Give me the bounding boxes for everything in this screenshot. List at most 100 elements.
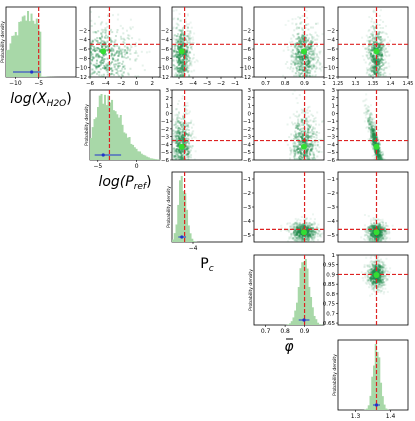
tick-label: −4 <box>189 245 198 252</box>
density-sample <box>175 137 178 140</box>
density-sample <box>314 157 317 160</box>
density-sample <box>378 233 381 236</box>
density-sample <box>370 52 373 55</box>
panel-frame <box>253 6 325 78</box>
density-sample <box>294 231 297 234</box>
density-sample <box>300 42 303 45</box>
density-sample <box>366 120 369 123</box>
density-sample <box>372 228 375 231</box>
density-sample <box>179 55 182 58</box>
density-sample <box>291 52 294 55</box>
density-sample <box>377 238 380 241</box>
density-sample <box>301 226 304 229</box>
density-sample <box>366 236 369 239</box>
density-sample <box>375 136 378 139</box>
density-sample <box>112 48 115 51</box>
density-sample <box>180 40 183 43</box>
density-sample <box>173 138 176 141</box>
density-sample <box>184 69 187 72</box>
density-sample <box>186 102 189 105</box>
density-sample <box>141 64 144 67</box>
density-sample <box>95 54 98 57</box>
density-sample <box>371 232 374 235</box>
density-sample <box>300 140 303 143</box>
density-sample <box>301 62 304 65</box>
density-sample <box>381 153 384 156</box>
density-sample <box>306 229 309 232</box>
density-sample <box>189 38 192 41</box>
density-sample <box>174 123 177 126</box>
density-sample <box>371 129 374 132</box>
density-sample <box>305 151 308 154</box>
density-sample <box>99 37 102 40</box>
density-sample <box>174 142 177 145</box>
density-sample <box>365 93 368 96</box>
density-sample <box>299 228 302 231</box>
density-sample <box>373 44 376 47</box>
density-sample <box>287 19 290 22</box>
density-sample <box>119 50 122 53</box>
density-sample <box>185 164 187 166</box>
density-sample <box>372 69 375 72</box>
density-sample <box>306 71 309 74</box>
density-sample <box>178 162 180 164</box>
density-sample <box>176 74 179 77</box>
density-sample <box>306 227 309 230</box>
density-sample <box>373 67 376 70</box>
density-sample <box>185 148 188 151</box>
density-sample <box>368 127 371 130</box>
density-sample <box>300 55 303 58</box>
density-sample <box>176 125 179 128</box>
density-sample <box>376 150 379 153</box>
density-sample <box>305 143 308 146</box>
density-sample <box>180 46 183 49</box>
density-sample <box>187 46 190 49</box>
density-sample <box>175 35 178 38</box>
density-sample <box>372 240 375 242</box>
density-sample <box>308 33 311 36</box>
density-sample <box>173 49 176 52</box>
density-sample <box>302 38 305 41</box>
density-sample <box>305 53 308 56</box>
density-sample <box>368 67 371 70</box>
density-sample <box>296 231 299 234</box>
density-sample <box>117 73 120 76</box>
density-sample <box>173 55 176 58</box>
density-sample <box>182 36 185 39</box>
density-sample <box>377 225 380 228</box>
density-sample <box>181 63 184 66</box>
hist-bar <box>39 31 42 77</box>
density-sample <box>370 129 373 132</box>
density-sample <box>376 226 379 229</box>
density-sample <box>306 159 309 160</box>
density-sample <box>370 131 373 134</box>
density-sample <box>376 71 379 74</box>
density-sample <box>302 225 305 228</box>
density-sample <box>181 61 184 64</box>
tick-label: 1.45 <box>403 81 414 87</box>
density-sample <box>367 226 370 229</box>
density-sample <box>369 75 372 77</box>
density-sample <box>186 40 189 43</box>
density-sample <box>172 72 173 75</box>
density-sample <box>384 25 387 28</box>
density-sample <box>378 235 381 238</box>
density-sample <box>309 81 311 83</box>
density-sample <box>292 237 295 240</box>
density-sample <box>384 48 387 51</box>
density-sample <box>307 59 310 62</box>
density-sample <box>316 232 319 235</box>
density-sample <box>299 147 302 150</box>
density-sample <box>138 38 141 41</box>
density-sample <box>292 123 295 126</box>
density-sample <box>373 38 376 41</box>
density-sample <box>125 52 128 55</box>
density-sample <box>302 134 305 137</box>
density-sample <box>306 146 309 149</box>
density-sample <box>178 100 181 103</box>
density-sample <box>299 132 302 135</box>
density-sample <box>311 229 314 232</box>
density-sample <box>378 46 381 49</box>
density-sample <box>301 35 304 38</box>
